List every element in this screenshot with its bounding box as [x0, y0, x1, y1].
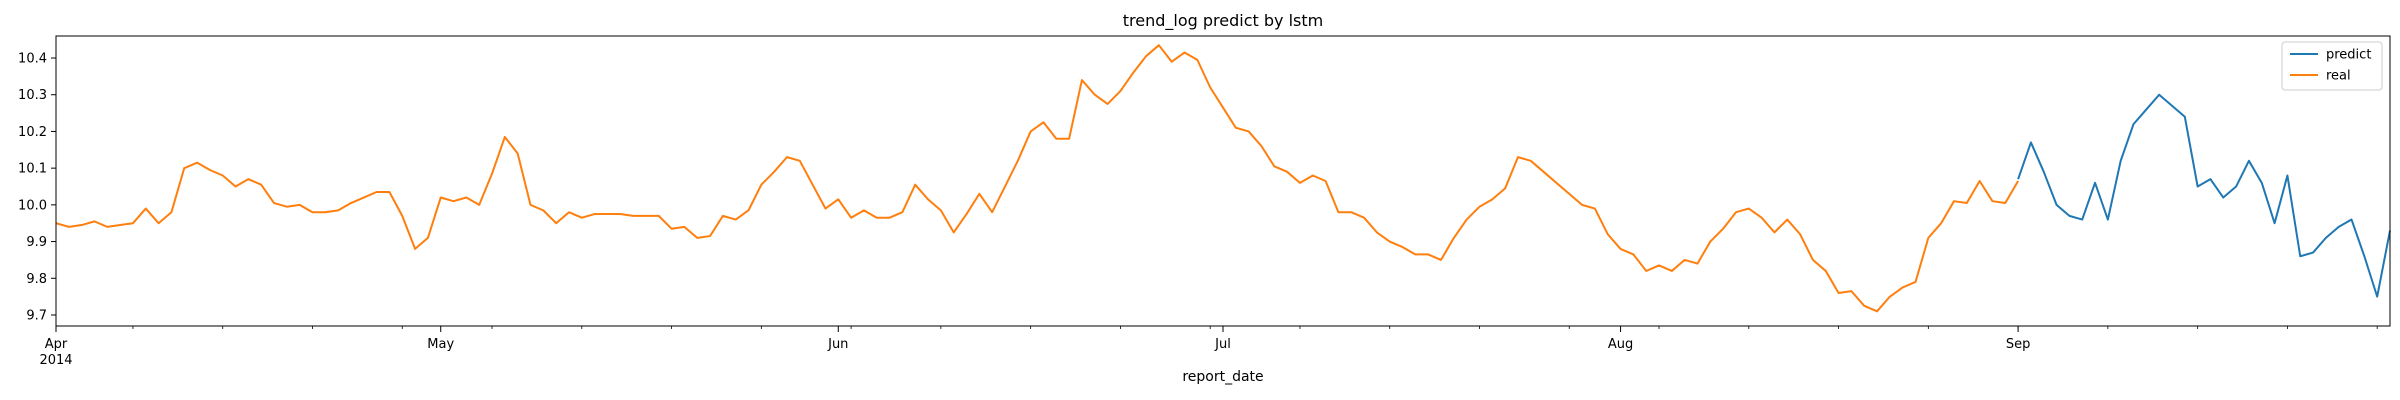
y-tick-label: 10.4	[18, 52, 47, 67]
x-tick-label: May	[427, 337, 454, 352]
x-axis-title: report_date	[1182, 369, 1263, 385]
y-tick-label: 10.1	[18, 162, 47, 177]
legend-label-real: real	[2326, 69, 2351, 84]
x-tick-label: Aug	[1608, 337, 1633, 352]
y-tick-label: 9.9	[26, 235, 47, 250]
legend-label-predict: predict	[2326, 48, 2371, 63]
y-tick-label: 10.2	[18, 125, 47, 140]
chart-title: trend_log predict by lstm	[1123, 11, 1323, 31]
y-axis: 9.7 9.8 9.9 10.0 10.1 10.2 10.3 10.4	[18, 52, 56, 323]
plot-area	[55, 44, 2391, 313]
series-line-predict	[2017, 93, 2391, 298]
plot-frame	[55, 35, 2391, 327]
series-line-real	[55, 44, 2019, 313]
y-tick-label: 10.3	[18, 88, 47, 103]
x-tick-label: Apr	[45, 337, 68, 352]
y-tick-label: 9.8	[26, 272, 47, 287]
x-tick-sublabel: 2014	[39, 353, 72, 368]
y-tick-label: 10.0	[18, 198, 47, 213]
x-tick-label: Jun	[827, 337, 848, 352]
x-tick-label: Jul	[1214, 337, 1231, 352]
legend: predict real	[2281, 41, 2383, 91]
x-tick-label: Sep	[2006, 337, 2031, 352]
y-tick-label: 9.7	[26, 308, 47, 323]
